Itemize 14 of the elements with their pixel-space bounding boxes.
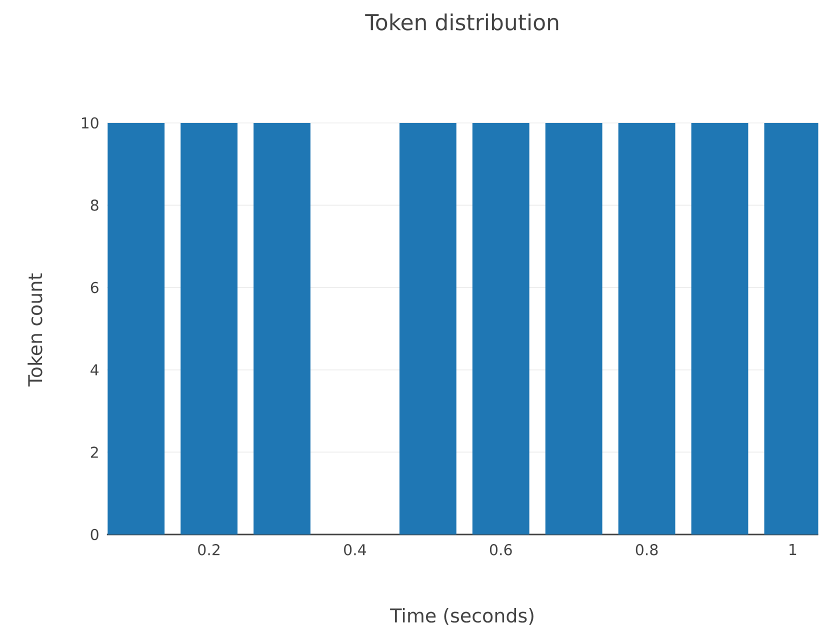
y-tick-label: 6 <box>90 282 98 293</box>
x-axis-title: Time (seconds) <box>390 608 534 625</box>
x-tick-label: 0.8 <box>636 544 658 556</box>
y-tick-label: 4 <box>90 364 99 376</box>
y-tick-label: 0 <box>90 528 98 540</box>
x-tick-label: 0.2 <box>198 544 220 556</box>
x-tick-label: 0.4 <box>344 544 366 556</box>
y-axis-title: Token count <box>28 273 42 386</box>
y-tick-label: 8 <box>90 199 98 211</box>
x-tick-label: 1 <box>790 544 796 555</box>
x-tick-label: 0.6 <box>490 544 512 556</box>
y-tick-label: 2 <box>90 446 98 458</box>
y-tick-label: 10 <box>82 117 98 128</box>
chart-title: Token distribution <box>365 13 558 30</box>
